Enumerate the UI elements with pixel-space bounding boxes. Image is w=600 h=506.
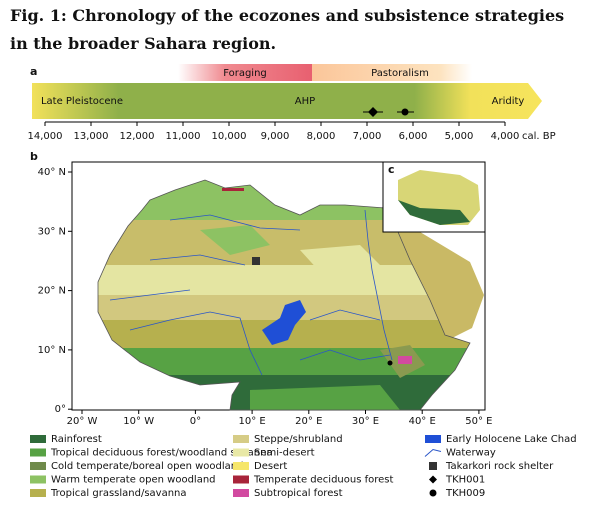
panel-label: a [30, 65, 37, 78]
legend-label: TKH001 [445, 475, 485, 486]
band-label: Foraging [223, 68, 267, 79]
legend-swatch [429, 489, 437, 497]
period-band [32, 83, 542, 119]
lat-label: 20° N [38, 286, 66, 297]
legend-label: TKH009 [445, 488, 485, 499]
time-tick-label: 6,000 [399, 131, 428, 142]
lon-label: 40° E [409, 416, 436, 427]
inset-map [398, 200, 470, 225]
foraging-band [178, 64, 312, 81]
figure-title: Fig. 1: Chronology of the ecozones and s… [10, 6, 565, 53]
time-tick-label: 14,000 [28, 131, 63, 142]
arabia [390, 205, 484, 340]
legend-label: Takarkori rock shelter [445, 461, 554, 472]
tkh-site [387, 360, 393, 366]
period-label: Late Pleistocene [41, 96, 123, 107]
lon-label: 20° E [295, 416, 322, 427]
pastoralism-band [312, 64, 472, 81]
lon-label: 50° E [465, 416, 492, 427]
legend-swatch [424, 448, 442, 457]
legend-swatch [30, 462, 46, 470]
time-tick-label: 12,000 [120, 131, 155, 142]
lat-label: 40° N [38, 167, 66, 178]
legend-label: Waterway [446, 448, 496, 459]
time-tick-label: 4,000 [491, 131, 520, 142]
legend-swatch [429, 462, 437, 470]
legend-swatch [233, 448, 249, 457]
legend-swatch [30, 475, 46, 484]
time-tick-label: 11,000 [166, 131, 201, 142]
legend-label: Desert [254, 461, 287, 472]
tkh001-marker [368, 107, 378, 117]
time-tick-label: 7,000 [353, 131, 382, 142]
legend-swatch [30, 489, 46, 497]
takarkori-marker [252, 257, 260, 265]
period-label: Aridity [492, 96, 525, 107]
period-label: AHP [295, 96, 315, 107]
lat-label: 30° N [38, 226, 66, 237]
time-tick-label: 10,000 [212, 131, 247, 142]
time-tick-label: 5,000 [445, 131, 474, 142]
time-tick-label: 13,000 [74, 131, 109, 142]
legend-swatch [30, 448, 46, 457]
legend-swatch [429, 475, 437, 484]
legend-label: Semi-desert [254, 448, 315, 459]
time-tick-label: 8,000 [307, 131, 336, 142]
legend-swatch [233, 435, 249, 443]
temperate-forest [222, 188, 244, 191]
legend-label: Early Holocene Lake Chad [446, 434, 577, 445]
lon-label: 30° E [352, 416, 379, 427]
lon-label: 10° E [238, 416, 265, 427]
axis-unit: cal. BP [522, 131, 556, 142]
legend-label: Subtropical forest [254, 488, 343, 499]
subtropical-forest [398, 356, 412, 364]
legend-swatch [30, 435, 46, 443]
legend-label: Warm temperate open woodland [51, 475, 216, 486]
panel-label: c [388, 163, 395, 176]
panel-label: b [30, 150, 38, 163]
lon-label: 0° [190, 416, 201, 427]
legend-swatch [425, 435, 441, 443]
band-label: Pastoralism [371, 68, 429, 79]
legend-label: Tropical grassland/savanna [50, 488, 187, 499]
lon-label: 20° W [67, 416, 98, 427]
legend-label: Temperate deciduous forest [253, 475, 393, 486]
legend-label: Cold temperate/boreal open woodland [51, 461, 244, 472]
lon-label: 10° W [123, 416, 154, 427]
time-tick-label: 9,000 [261, 131, 290, 142]
legend-label: Tropical deciduous forest/woodland savan… [50, 448, 273, 459]
waterways [109, 209, 393, 376]
lat-label: 0° [55, 404, 66, 415]
lake-chad [262, 300, 306, 345]
legend-swatch [233, 475, 249, 484]
legend-swatch [233, 489, 249, 497]
legend-label: Steppe/shrubland [254, 434, 343, 445]
legend-swatch [233, 462, 249, 470]
tkh009-marker [401, 108, 409, 116]
legend-label: Rainforest [51, 434, 102, 445]
lat-label: 10° N [38, 345, 66, 356]
